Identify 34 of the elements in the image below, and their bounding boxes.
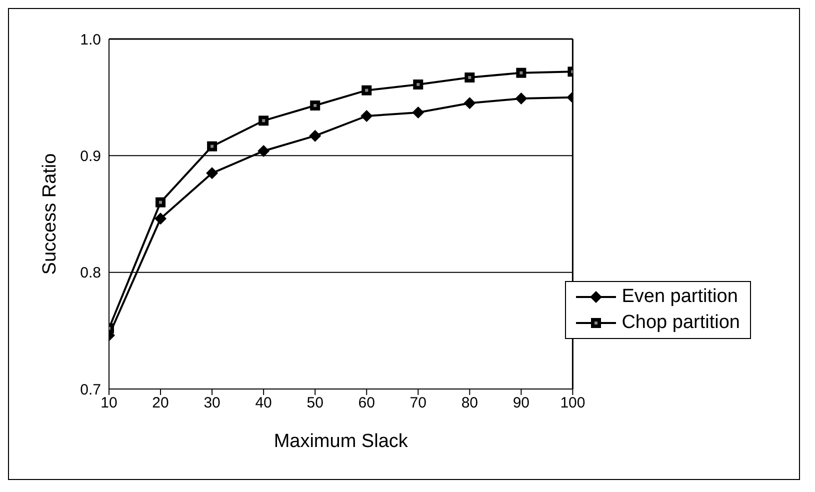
point [412,106,424,118]
x-tick-label: 60 [358,394,375,412]
point [515,92,528,104]
x-tick-label: 40 [255,394,272,412]
point [362,85,372,96]
x-tick-label: 10 [100,394,118,412]
y-tick-label: 1.0 [80,31,101,48]
y-tick-label: 0.8 [80,264,101,282]
point [207,141,218,152]
point [464,97,476,110]
point [309,130,322,142]
y-tick-label: 0.9 [80,148,101,165]
point [258,145,270,157]
legend-label: Even partition [622,285,738,309]
point [464,72,475,82]
point [154,212,167,225]
point [206,167,218,180]
x-tick-label: 50 [306,394,324,412]
point [310,100,320,110]
x-tick-label: 20 [152,394,169,412]
legend-label: Chop partition [622,311,740,335]
x-tick-label: 100 [560,394,586,412]
x-tick-label: 30 [204,394,220,412]
x-tick-label: 80 [461,394,478,412]
point [156,197,166,208]
point [360,110,373,122]
point [413,80,424,90]
point [516,68,526,78]
y-tick-label: 0.7 [80,381,101,398]
y-axis-title: Success Ratio [40,153,61,275]
x-axis-title: Maximum Slack [274,431,408,452]
x-tick-label: 70 [410,394,426,412]
point [258,116,269,126]
x-tick-label: 90 [512,394,530,412]
